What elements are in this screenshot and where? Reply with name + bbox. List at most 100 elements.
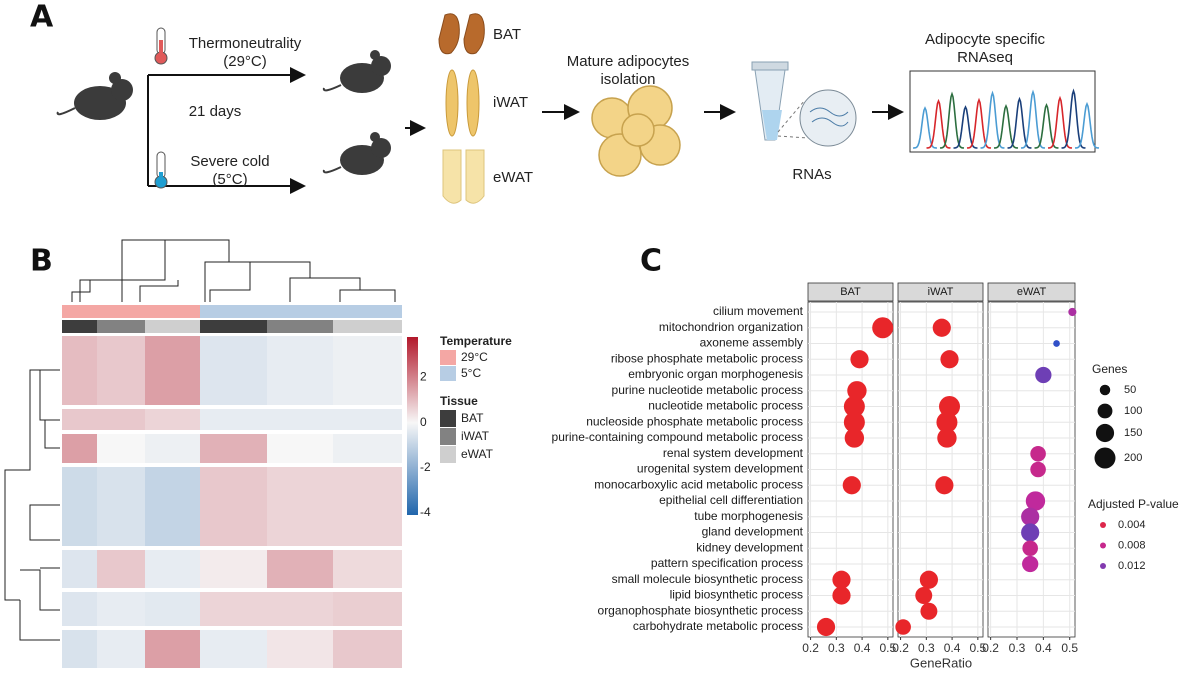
x-tick-label: 0.3 (828, 641, 845, 655)
panel-c: C BAT 0.2 0.3 0.4 0.5 iWAT 0.2 0.3 0.4 0.5 eWAT 0.2… (552, 244, 1180, 671)
dot (1021, 523, 1040, 542)
heatmap-cell (200, 467, 267, 546)
temperature-bar (62, 305, 200, 318)
dot (816, 617, 836, 637)
peak (1034, 102, 1059, 149)
color-key (1100, 522, 1106, 528)
heatmap-cell (267, 467, 333, 546)
panel-b: B 29°C 5°C BAT iWAT eWAT 2 0 -2 -4 Temperature T… (4, 239, 512, 668)
heatmap-cell (333, 630, 402, 668)
colorbar (407, 337, 418, 515)
x-tick-label: 0.2 (892, 641, 909, 655)
peak (966, 97, 992, 149)
heatmap-cell (267, 409, 333, 430)
legend-label: 0.004 (1118, 519, 1146, 531)
heatmap-cell (97, 434, 145, 463)
dot (843, 396, 865, 417)
facet-label: eWAT (1017, 286, 1047, 298)
heatmap-cell (62, 592, 97, 626)
dot (844, 428, 865, 448)
heatmap-cell (333, 550, 402, 588)
tube-icon (751, 61, 857, 147)
peak (1074, 101, 1100, 149)
dot (939, 396, 961, 417)
tissue-label: iWAT (493, 94, 528, 111)
x-tick-label: 0.5 (970, 641, 987, 655)
thermometer-warm (154, 27, 168, 65)
term-label: gland development (702, 525, 804, 539)
term-label: monocarboxylic acid metabolic process (594, 477, 803, 491)
condition-name: Severe cold (190, 153, 269, 170)
mouse-icon (56, 72, 133, 120)
heatmap-cell (62, 550, 97, 588)
heatmap-cell (200, 434, 267, 463)
term-label: embryonic organ morphogenesis (628, 367, 803, 381)
heatmap-cell (97, 336, 145, 405)
term-label: organophosphate biosynthetic process (598, 603, 803, 617)
tissue-bar (97, 320, 145, 333)
dot (842, 476, 861, 495)
legend-swatch (440, 366, 456, 381)
row-dendrogram (4, 369, 60, 641)
bat-icon (438, 13, 485, 55)
heatmap-cell (97, 409, 145, 430)
heatmap-cell (62, 467, 97, 546)
temperature-bar (200, 305, 402, 318)
dot (1022, 555, 1039, 573)
thermometer-cold (154, 151, 168, 189)
heatmap-cell (145, 550, 200, 588)
panel-label: A (30, 0, 54, 35)
dot (1053, 340, 1060, 347)
heatmap-cell (200, 630, 267, 668)
x-tick-label: 0.4 (854, 641, 871, 655)
step-label: RNAseq (957, 49, 1013, 66)
dot (919, 570, 939, 589)
dot (1030, 445, 1046, 462)
dot (843, 411, 865, 433)
heatmap-cell (267, 434, 333, 463)
peak (1061, 88, 1086, 149)
term-label: urogenital system development (637, 462, 804, 476)
tissue-bar (145, 320, 200, 333)
legend-title: Tissue (440, 394, 478, 408)
heatmap-cell (97, 630, 145, 668)
heatmap-cell (200, 592, 267, 626)
legend-label: 0.012 (1118, 560, 1146, 572)
term-label: purine-containing compound metabolic pro… (552, 430, 803, 444)
dot (1022, 540, 1038, 557)
x-tick-label: 0.3 (918, 641, 935, 655)
heatmap-cell (333, 409, 402, 430)
legend-label: 50 (1124, 384, 1136, 396)
dot (895, 619, 911, 635)
peak (926, 98, 951, 149)
dot (936, 411, 958, 433)
tissue-label: eWAT (493, 169, 533, 186)
peak (1047, 95, 1073, 149)
legend-label: 100 (1124, 405, 1142, 417)
heatmap-cell (333, 434, 402, 463)
ewat-icon (442, 149, 485, 204)
x-tick-label: 0.5 (880, 641, 897, 655)
peak (1020, 89, 1046, 149)
term-label: purine nucleotide metabolic process (612, 383, 803, 397)
heatmap-cell (97, 550, 145, 588)
split-arrows (147, 67, 904, 194)
colorbar-label: 0 (420, 415, 427, 429)
size-key (1095, 423, 1115, 443)
tissue-bar (267, 320, 333, 333)
heatmap-cell (200, 550, 267, 588)
x-tick-label: 0.5 (1061, 641, 1078, 655)
size-key (1099, 384, 1111, 396)
dot (935, 476, 954, 495)
term-label: pattern specification process (651, 556, 803, 570)
dot (1035, 366, 1052, 384)
heatmap-cell (267, 592, 333, 626)
heatmap-cell (267, 630, 333, 668)
step-label: isolation (600, 71, 655, 88)
legend-swatch (440, 350, 456, 365)
legend-label: BAT (461, 411, 484, 425)
heatmap-cell (145, 409, 200, 430)
heatmap-cell (333, 592, 402, 626)
legend-swatch (440, 428, 456, 445)
peak (993, 103, 1019, 149)
